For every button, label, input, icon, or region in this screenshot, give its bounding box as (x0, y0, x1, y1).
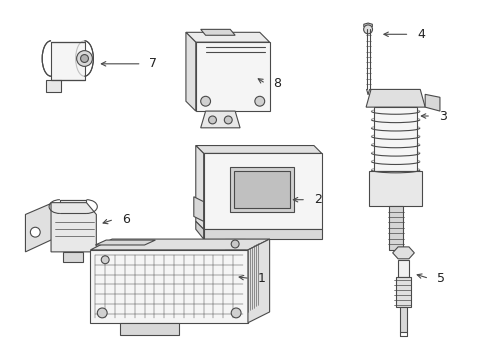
Polygon shape (186, 32, 196, 111)
Circle shape (255, 96, 265, 106)
Text: 6: 6 (122, 213, 130, 226)
Polygon shape (392, 247, 415, 259)
Polygon shape (186, 32, 270, 42)
Polygon shape (204, 153, 322, 229)
Circle shape (224, 116, 232, 124)
Circle shape (364, 25, 372, 34)
Bar (60, 200, 86, 213)
Polygon shape (196, 221, 204, 239)
Polygon shape (366, 89, 425, 107)
Polygon shape (196, 145, 322, 153)
Polygon shape (120, 323, 179, 334)
Polygon shape (46, 80, 61, 93)
Polygon shape (196, 145, 204, 229)
Polygon shape (51, 42, 84, 80)
Polygon shape (425, 94, 440, 111)
Polygon shape (201, 111, 240, 128)
Polygon shape (204, 229, 322, 239)
Text: 3: 3 (439, 109, 447, 122)
Circle shape (76, 51, 93, 66)
Bar (389, 206, 402, 250)
Text: 2: 2 (314, 193, 322, 206)
Bar (230, 167, 294, 212)
Bar (395, 278, 412, 307)
Bar (399, 307, 408, 332)
Text: 7: 7 (149, 57, 157, 70)
Polygon shape (364, 23, 372, 28)
Polygon shape (25, 203, 53, 252)
Bar (397, 260, 410, 278)
Polygon shape (91, 250, 248, 323)
Bar (369, 171, 422, 206)
Circle shape (209, 116, 217, 124)
Text: 1: 1 (258, 272, 266, 285)
Circle shape (80, 55, 89, 62)
Polygon shape (63, 252, 82, 262)
Polygon shape (201, 30, 235, 35)
Polygon shape (248, 239, 270, 323)
Polygon shape (96, 240, 155, 245)
Polygon shape (196, 42, 270, 111)
Text: 4: 4 (417, 28, 425, 41)
Circle shape (231, 308, 241, 318)
Circle shape (30, 227, 40, 237)
Circle shape (201, 96, 211, 106)
Bar (374, 107, 417, 171)
Polygon shape (225, 239, 245, 249)
Bar (234, 171, 290, 208)
Text: 8: 8 (273, 77, 282, 90)
Polygon shape (91, 239, 270, 250)
Circle shape (231, 240, 239, 248)
Circle shape (98, 308, 107, 318)
Text: 5: 5 (437, 272, 445, 285)
Polygon shape (51, 203, 97, 252)
Polygon shape (194, 197, 204, 221)
Circle shape (101, 256, 109, 264)
